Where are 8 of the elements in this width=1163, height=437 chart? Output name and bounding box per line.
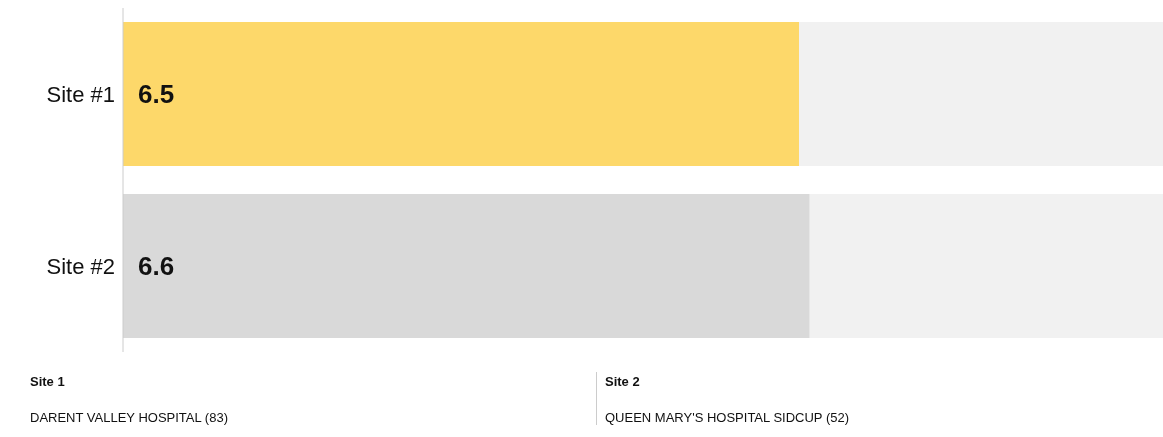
text: QUEEN MARY'S HOSPITAL SIDCUP (52)	[605, 410, 850, 425]
annotation: Site 2	[605, 373, 641, 391]
y-tick-label: Site #2	[46, 253, 115, 279]
y-tick-label: Site #1	[46, 81, 115, 107]
data-label: 6.5	[138, 79, 175, 109]
text: DARENT VALLEY HOSPITAL (83)	[30, 410, 229, 425]
data-label: 6.6	[138, 251, 175, 281]
text: Site 1	[30, 373, 66, 391]
